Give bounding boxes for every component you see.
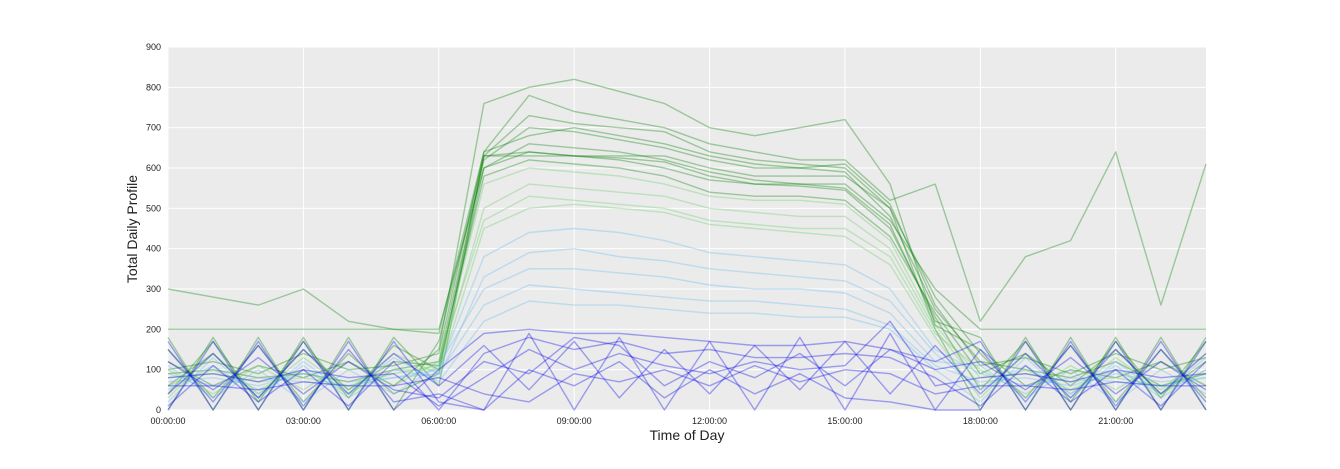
y-tick-label: 600 <box>146 163 161 173</box>
y-tick-label: 100 <box>146 365 161 375</box>
series-line <box>167 332 1207 411</box>
series-line <box>167 268 1207 403</box>
series-layer <box>167 78 1207 411</box>
series-line <box>167 114 1207 403</box>
y-tick-label: 400 <box>146 244 161 254</box>
grid <box>167 46 1206 411</box>
y-tick-label: 0 <box>156 405 161 415</box>
x-tick-label: 00:00:00 <box>150 416 185 426</box>
series-line <box>167 247 1207 399</box>
series-line <box>167 340 1207 399</box>
x-tick-label: 09:00:00 <box>557 416 592 426</box>
x-tick-label: 06:00:00 <box>421 416 456 426</box>
plot-background <box>168 47 1206 410</box>
series-line <box>167 183 1207 395</box>
y-tick-label: 500 <box>146 203 161 213</box>
x-tick-label: 21:00:00 <box>1098 416 1133 426</box>
y-tick-label: 300 <box>146 284 161 294</box>
y-tick-label: 800 <box>146 82 161 92</box>
y-tick-label: 900 <box>146 42 161 52</box>
y-tick-label: 200 <box>146 324 161 334</box>
series-line <box>168 364 1206 403</box>
x-tick-label: 15:00:00 <box>827 416 862 426</box>
series-line <box>167 336 1207 399</box>
series-line <box>167 151 1207 411</box>
series-line <box>167 155 1207 411</box>
series-line <box>167 78 1207 387</box>
y-tick-labels: 0 100 200 300 400 500 600 700 800 900 <box>146 42 161 415</box>
y-tick-label: 700 <box>146 123 161 133</box>
y-axis-label: Total Daily Profile <box>124 175 140 283</box>
x-tick-label: 03:00:00 <box>286 416 321 426</box>
series-line <box>167 195 1207 395</box>
series-line <box>167 336 1207 411</box>
series-line <box>167 126 1207 387</box>
series-line <box>167 344 1207 411</box>
x-axis-label: Time of Day <box>650 427 725 443</box>
series-line <box>168 143 1206 330</box>
series-line <box>167 328 1207 411</box>
series-line <box>167 203 1207 399</box>
series-line <box>167 94 1207 335</box>
x-tick-label: 12:00:00 <box>692 416 727 426</box>
x-tick-labels: 00:00:00 03:00:00 06:00:00 09:00:00 12:00:00… <box>150 416 1133 426</box>
series-line <box>167 159 1207 399</box>
series-line <box>167 284 1207 387</box>
series-line <box>167 126 1207 375</box>
series-line <box>167 167 1207 387</box>
series-line <box>167 300 1207 403</box>
series-line <box>167 151 1207 403</box>
x-tick-label: 18:00:00 <box>963 416 998 426</box>
series-line <box>167 320 1207 407</box>
series-line <box>167 227 1207 387</box>
